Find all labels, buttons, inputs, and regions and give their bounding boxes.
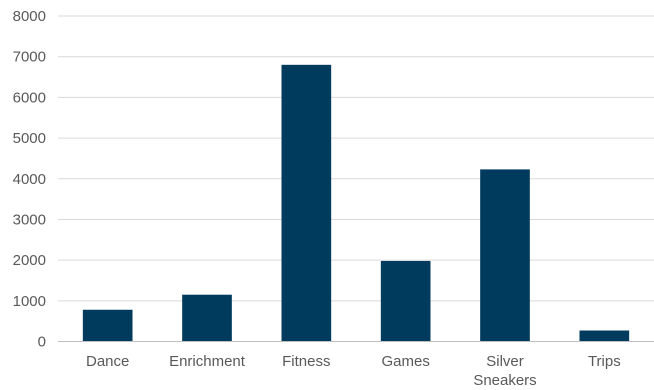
y-tick-label: 1000 — [13, 293, 46, 310]
y-axis-tick-labels: 0 1000 2000 3000 4000 5000 6000 7000 8000 — [13, 8, 46, 351]
x-category-label-line: Sneakers — [473, 372, 536, 389]
bar-silver-sneakers — [480, 169, 530, 342]
bar-games — [380, 260, 431, 342]
x-category-label-line: Silver — [486, 353, 524, 370]
y-tick-label: 4000 — [13, 171, 46, 188]
x-category-label: Silver Sneakers — [473, 353, 536, 389]
x-category-label-line: Dance — [86, 353, 129, 370]
x-category-label-line: Enrichment — [169, 353, 246, 370]
y-tick-label: 5000 — [13, 130, 46, 147]
y-tick-label: 6000 — [13, 89, 46, 106]
x-category-label: Fitness — [282, 353, 330, 370]
x-axis-category-labels: Dance Enrichment Fitness Games Silver Sneaker… — [86, 353, 621, 389]
x-category-label: Enrichment — [169, 353, 246, 370]
bar-trips — [579, 330, 630, 342]
x-category-label-line: Games — [381, 353, 429, 370]
x-category-label: Trips — [588, 353, 621, 370]
gridlines — [58, 15, 654, 302]
y-tick-label: 7000 — [13, 49, 46, 66]
x-category-label: Dance — [86, 353, 129, 370]
x-category-label: Games — [381, 353, 429, 370]
bar-fitness — [281, 64, 332, 342]
x-category-label-line: Fitness — [282, 353, 330, 370]
y-tick-label: 2000 — [13, 252, 46, 269]
y-tick-label: 0 — [38, 334, 46, 351]
bar-dance — [82, 309, 133, 342]
y-tick-label: 3000 — [13, 211, 46, 228]
x-category-label-line: Trips — [588, 353, 621, 370]
y-tick-label: 8000 — [13, 8, 46, 25]
bar-enrichment — [182, 294, 232, 342]
bars — [82, 64, 630, 342]
